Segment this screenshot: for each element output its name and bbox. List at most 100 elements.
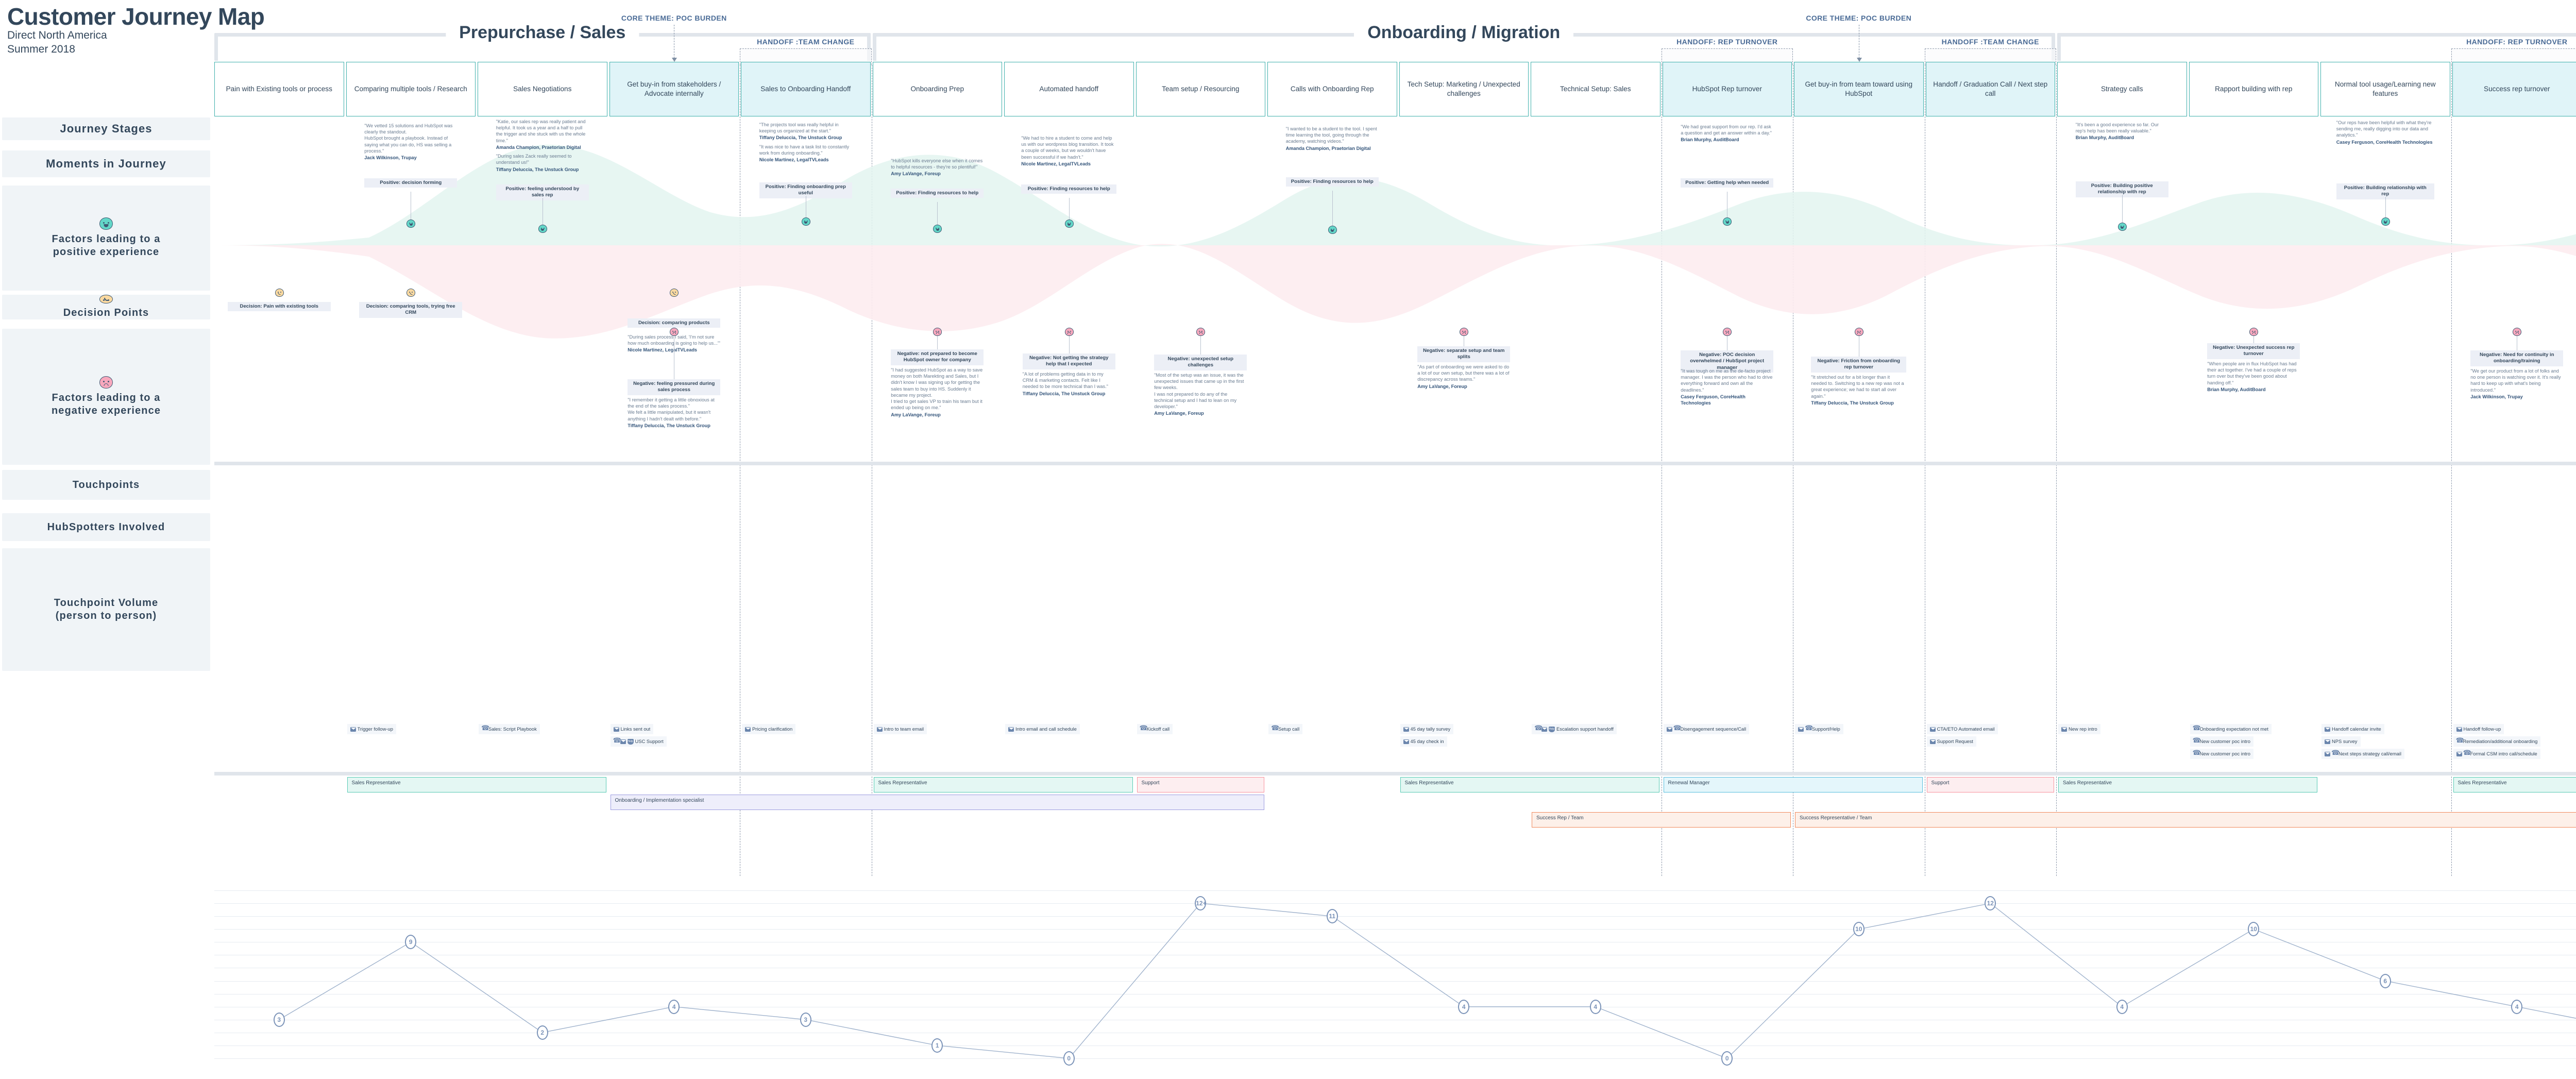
moment-card[interactable]: Sales to Onboarding Handoff <box>741 62 871 116</box>
moment-label: Strategy calls <box>2100 85 2143 93</box>
chart-data-point: 0 <box>1721 1051 1733 1066</box>
touchpoint-chip[interactable]: Handoff follow-up <box>2453 724 2504 734</box>
touchpoint-chip[interactable]: Intro email and call schedule <box>1005 724 1080 734</box>
touchpoint-chip[interactable]: Trigger follow-up <box>347 724 396 734</box>
hubspotter-bar[interactable]: Sales Representative <box>2453 777 2576 793</box>
moment-card[interactable]: Handoff / Graduation Call / Next step ca… <box>1925 62 2055 116</box>
touchpoint-chip[interactable]: Pricing clarification <box>742 724 796 734</box>
leader-line <box>2385 197 2386 217</box>
touchpoint-chip[interactable]: 45 day tally survey <box>1400 724 1454 734</box>
leader-line <box>937 336 938 349</box>
pos-quote-note: "We vetted 15 solutions and HubSpot was … <box>364 123 457 161</box>
moment-card[interactable]: Rapport building with rep <box>2189 62 2318 116</box>
touchpoint-label: Kickoff call <box>1146 726 1170 732</box>
chart-data-point: 4 <box>2116 999 2128 1014</box>
hubspotter-bar[interactable]: Sales Representative <box>2058 777 2317 793</box>
moment-label: Get buy-in from team toward using HubSpo… <box>1805 80 1913 97</box>
negative-tag-label: Negative: Need for continuity in onboard… <box>2470 350 2564 366</box>
quote-attribution: Amy LaVange, Foreup <box>1154 411 1204 416</box>
moment-card[interactable]: Technical Setup: Sales <box>1531 62 1660 116</box>
touchpoint-chip[interactable]: Handoff calendar invite <box>2321 724 2384 734</box>
phone-icon <box>2193 749 2201 756</box>
touchpoint-label: New customer poc intro <box>2199 738 2250 744</box>
moment-card[interactable]: Strategy calls <box>2057 62 2187 116</box>
moment-card[interactable]: Sales Negotiations <box>478 62 607 116</box>
moment-card[interactable]: Get buy-in from team toward using HubSpo… <box>1794 62 1924 116</box>
touchpoint-chip[interactable]: 45 day check in <box>1400 736 1447 747</box>
touchpoint-chip[interactable]: Onboarding expectation not met <box>2190 724 2272 734</box>
negative-marker-icon <box>1723 328 1732 336</box>
touchpoint-chip[interactable]: Remediation/additional onboarding <box>2453 736 2541 747</box>
quote-attribution: Amy LaVange, Foreup <box>891 412 941 417</box>
moment-card[interactable]: Success rep turnover <box>2452 62 2576 116</box>
touchpoint-chip[interactable]: USC Support <box>610 736 667 747</box>
moment-label: Tech Setup: Marketing / Unexpected chall… <box>1407 80 1520 97</box>
moment-card[interactable]: Pain with Existing tools or process <box>214 62 344 116</box>
row-label-decision-points: Decision Points <box>2 295 210 319</box>
negative-marker-icon <box>1854 328 1863 336</box>
touchpoint-chip[interactable]: Support/Help <box>1795 724 1843 734</box>
moment-card[interactable]: Normal tool usage/Learning new features <box>2320 62 2450 116</box>
touchpoint-chip[interactable]: Setup call <box>1268 724 1303 734</box>
moment-card[interactable]: Tech Setup: Marketing / Unexpected chall… <box>1399 62 1529 116</box>
chart-gridline <box>214 981 2576 982</box>
chart-data-point: 2 <box>536 1025 548 1040</box>
row-label-touchpoint-volume: Touchpoint Volume (person to person) <box>2 548 210 671</box>
touchpoint-chip[interactable]: New customer poc intro <box>2190 736 2253 747</box>
chart-data-point: 4 <box>668 999 680 1014</box>
touchpoint-label: Setup call <box>1278 726 1300 732</box>
touchpoint-chip[interactable]: Disengagement sequence/Call <box>1663 724 1750 734</box>
chart-data-point: 3 <box>800 1012 811 1027</box>
hubspotter-bar[interactable]: Support <box>1137 777 1264 793</box>
chart-gridline <box>214 890 2576 891</box>
touchpoint-label: USC Support <box>635 738 664 744</box>
chart-data-point: 9 <box>405 935 417 950</box>
hubspotter-bar[interactable]: Support <box>1926 777 2054 793</box>
section-divider-rail <box>214 772 2576 775</box>
touchpoint-chip[interactable]: Kickoff call <box>1137 724 1173 734</box>
hubspotter-bar[interactable]: Sales Representative <box>873 777 1133 793</box>
moment-label: Rapport building with rep <box>2215 85 2293 93</box>
phone-icon <box>1140 724 1148 732</box>
moment-card[interactable]: Onboarding Prep <box>872 62 1002 116</box>
quote-text: "I wanted to be a student to the tool. I… <box>1285 126 1377 144</box>
touchpoint-chip[interactable]: Links sent out <box>610 724 654 734</box>
touchpoint-chip[interactable]: New customer poc intro <box>2190 749 2253 759</box>
moment-card[interactable]: Get buy-in from stakeholders / Advocate … <box>609 62 739 116</box>
moment-card[interactable]: Automated handoff <box>1004 62 1134 116</box>
phone-icon <box>2331 749 2340 756</box>
hubspotter-bar[interactable]: Renewal Manager <box>1663 777 1923 793</box>
row-label-factors-negative: Factors leading to a negative experience <box>2 329 210 465</box>
moment-card[interactable]: Comparing multiple tools / Research <box>346 62 476 116</box>
hubspotter-bar[interactable]: Success Rep / Team <box>1532 812 1791 828</box>
phone-icon <box>2456 737 2464 744</box>
touchpoint-chip[interactable]: Support Request <box>1926 736 1976 747</box>
touchpoint-chip[interactable]: Escalation support handoff <box>1532 724 1617 734</box>
touchpoint-label: Handoff calendar invite <box>2332 726 2381 732</box>
touchpoint-chip[interactable]: Formal CSM intro call/schedule <box>2453 749 2540 759</box>
hubspotter-bar[interactable]: Sales Representative <box>1400 777 1659 793</box>
moment-card[interactable]: HubSpot Rep turnover <box>1662 62 1792 116</box>
hubspotter-bar[interactable]: Success Representative / Team <box>1795 812 2576 828</box>
leader-line <box>2122 195 2123 223</box>
touchpoint-chip[interactable]: CTA/ETO Automated email <box>1926 724 1998 734</box>
moment-card[interactable]: Team setup / Resourcing <box>1136 62 1265 116</box>
mail-icon <box>1403 727 1409 732</box>
moment-card[interactable]: Calls with Onboarding Rep <box>1267 62 1397 116</box>
touchpoint-chip[interactable]: NPS survey <box>2321 736 2361 747</box>
chart-gridline <box>214 916 2576 917</box>
touchpoint-chip[interactable]: Next steps strategy call/email <box>2321 749 2404 759</box>
handoff-divider <box>2451 65 2452 876</box>
hubspotter-label: Renewal Manager <box>1668 780 1710 786</box>
touchpoint-chip[interactable]: New rep intro <box>2058 724 2100 734</box>
quote-attribution: Amy LaVange, Foreup <box>1417 383 1467 389</box>
hubspotter-bar[interactable]: Onboarding / Implementation specialist <box>610 795 1264 810</box>
hubspotter-bar[interactable]: Sales Representative <box>347 777 606 793</box>
touchpoint-chip[interactable]: Sales: Script Playbook <box>479 724 540 734</box>
mail-icon <box>2325 751 2330 756</box>
chart-line-svg <box>279 903 2576 1059</box>
pos-quote-note: "We had great support from our rep. I'd … <box>1681 124 1773 143</box>
quote-text: "It was tough on me as the de-facto proj… <box>1681 368 1773 393</box>
quote-attribution: Nicole Martinez, LegalTVLeads <box>628 347 698 353</box>
touchpoint-chip[interactable]: Intro to team email <box>873 724 927 734</box>
